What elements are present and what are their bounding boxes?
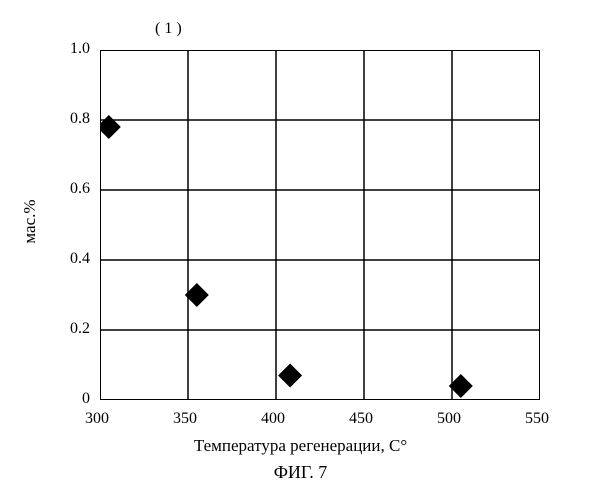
chart-plot [100,50,540,400]
figure-label: ФИГ. 7 [0,462,601,483]
y-tick-label: 0.6 [70,180,90,198]
series-label: ( 1 ) [155,20,182,38]
x-tick-label: 300 [85,410,109,428]
chart-container: ( 1 ) Концентрация остаточного углерода,… [0,0,601,500]
x-axis-title: Температура регенерации, C° [0,436,601,456]
y-axis-title-line2: мас.% [20,199,39,243]
y-tick-label: 0.8 [70,110,90,128]
x-tick-label: 550 [525,410,549,428]
y-tick-label: 0 [82,390,90,408]
x-tick-label: 350 [173,410,197,428]
x-tick-label: 450 [349,410,373,428]
data-point-marker [100,115,121,139]
x-tick-label: 500 [437,410,461,428]
y-tick-label: 1.0 [70,40,90,58]
data-point-marker [278,364,302,388]
y-axis-title: Концентрация остаточного углерода, мас.% [0,88,59,372]
y-tick-label: 0.2 [70,320,90,338]
x-tick-label: 400 [261,410,285,428]
y-tick-label: 0.4 [70,250,90,268]
